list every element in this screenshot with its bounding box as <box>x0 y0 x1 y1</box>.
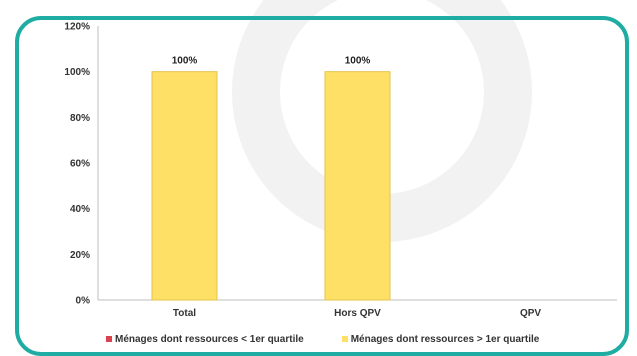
legend-item-above-quartile: Ménages dont ressources > 1er quartile <box>341 333 540 345</box>
y-tick-label: 0% <box>76 296 91 307</box>
data-labels: 100% 100% <box>172 56 371 67</box>
x-tick-label: Total <box>173 308 196 319</box>
x-tick-label: QPV <box>520 308 541 319</box>
y-tick-labels: 0% 20% 40% 60% 80% 100% 120% <box>64 22 90 307</box>
legend-swatch-red <box>106 336 112 342</box>
legend-item-below-quartile: Ménages dont ressources < 1er quartile <box>106 334 304 345</box>
y-tick-label: 100% <box>64 67 90 78</box>
legend-label: Ménages dont ressources > 1er quartile <box>350 333 540 345</box>
y-tick-label: 20% <box>70 250 90 261</box>
y-tick-label: 120% <box>64 22 90 33</box>
y-tick-label: 60% <box>70 159 90 170</box>
x-tick-labels: Total Hors QPV QPV <box>173 308 541 319</box>
legend-label: Ménages dont ressources < 1er quartile <box>115 333 304 345</box>
y-tick-label: 80% <box>70 113 90 124</box>
bar <box>324 71 391 301</box>
legend: Ménages dont ressources < 1er quartile M… <box>106 333 577 345</box>
legend-swatch-yellow <box>341 336 348 342</box>
y-tick-label: 40% <box>70 204 90 215</box>
data-label: 100% <box>345 56 371 67</box>
bar-chart: 0% 20% 40% 60% 80% 100% 120% 100% 100% Total Hor… <box>64 22 617 319</box>
x-tick-label: Hors QPV <box>334 308 381 319</box>
bars <box>151 71 391 301</box>
data-label: 100% <box>172 56 198 67</box>
bar <box>151 71 218 301</box>
